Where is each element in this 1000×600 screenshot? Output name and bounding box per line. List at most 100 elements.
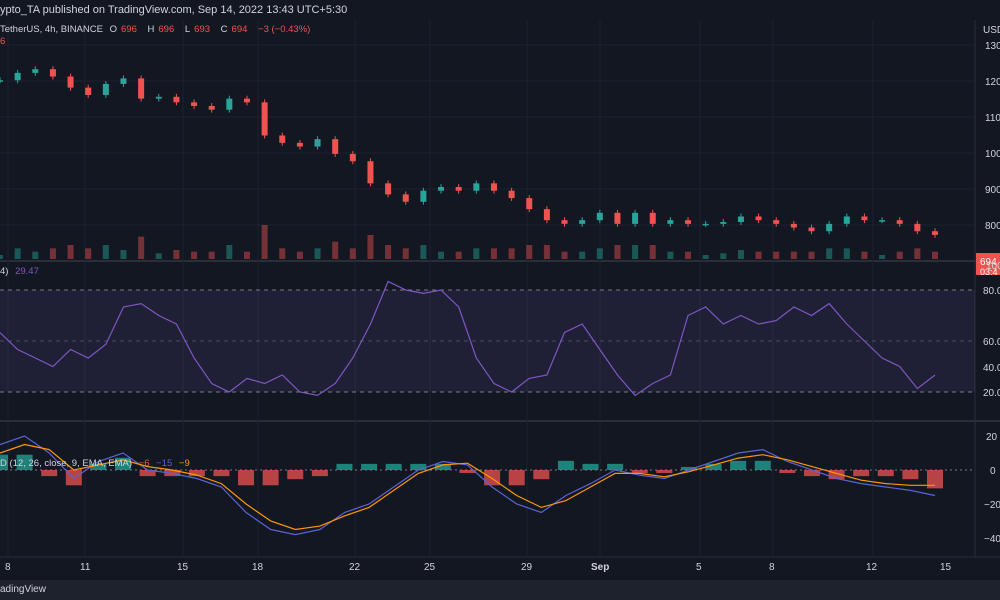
time-tick: 11 xyxy=(80,562,91,573)
macd-hist-bar xyxy=(508,470,525,486)
candle-body xyxy=(667,220,674,224)
volume-bar xyxy=(314,248,321,259)
macd-hist-bar xyxy=(779,470,796,474)
candle-body xyxy=(596,212,603,221)
price-tick: 130 xyxy=(985,41,1000,52)
volume-bar xyxy=(561,251,568,259)
price-tick: 100 xyxy=(985,149,1000,160)
candle-body xyxy=(455,187,462,191)
candle-body xyxy=(896,220,903,224)
candle-body xyxy=(332,139,339,154)
candle-body xyxy=(85,87,92,95)
macd-hist-bar xyxy=(853,470,870,477)
chart-canvas[interactable]: USD 130 120 110 100 900 800 694 03:4 100… xyxy=(0,0,1000,580)
time-tick: 29 xyxy=(521,562,533,573)
rsi-tick: 100 xyxy=(986,261,1000,272)
macd-hist-bar xyxy=(631,470,648,474)
macd-hist-bar xyxy=(557,460,574,470)
volume-bar xyxy=(879,255,886,259)
candle-body xyxy=(790,223,797,228)
candle-body xyxy=(173,96,180,103)
candle-body xyxy=(490,183,497,191)
candle-body xyxy=(349,153,356,162)
candle-body xyxy=(649,212,656,224)
macd-hist-bar xyxy=(533,470,550,480)
rsi-line[interactable] xyxy=(0,280,936,397)
candle-body xyxy=(737,216,744,223)
gridlines xyxy=(0,20,975,557)
candlesticks[interactable] xyxy=(0,66,938,238)
volume-bar xyxy=(102,245,109,259)
volume-bar xyxy=(596,248,603,259)
volume-bar xyxy=(914,248,921,259)
candle-body xyxy=(385,183,392,195)
volume-bar xyxy=(367,235,374,259)
macd-hist-bar xyxy=(434,463,451,470)
macd-hist-bar xyxy=(927,470,943,489)
published-header: ypto_TA published on TradingView.com, Se… xyxy=(0,0,1000,20)
signal-line[interactable] xyxy=(0,443,935,531)
volume-bar xyxy=(261,225,268,259)
macd-hist-bar xyxy=(287,470,304,480)
time-tick: 15 xyxy=(177,562,189,573)
candle-body xyxy=(0,80,3,82)
macd-hist-bar xyxy=(188,470,205,477)
volume-bar xyxy=(420,245,427,259)
macd-hist-bar xyxy=(902,470,919,480)
macd-hist-bar xyxy=(754,460,771,470)
volume-bar xyxy=(455,251,462,259)
volume-bar xyxy=(349,248,356,259)
volume-bar xyxy=(649,245,656,259)
macd-hist-bar xyxy=(16,454,33,470)
candle-body xyxy=(296,142,303,147)
volume-bar xyxy=(402,248,409,259)
time-tick: 5 xyxy=(696,562,702,573)
volume-bar xyxy=(173,250,180,259)
candle-body xyxy=(208,106,215,110)
macd-hist-bar xyxy=(336,463,353,470)
candle-body xyxy=(402,194,409,202)
volume-bar xyxy=(243,251,250,259)
candle-body xyxy=(32,69,39,73)
candle-body xyxy=(138,78,145,99)
volume-bar xyxy=(808,251,815,259)
volume-bar xyxy=(138,236,145,259)
macd-hist-bar xyxy=(656,470,673,474)
macd-pane[interactable] xyxy=(0,422,975,557)
volume-bar xyxy=(667,251,674,259)
h-label: H xyxy=(147,24,155,35)
volume-bar xyxy=(508,248,515,259)
candle-body xyxy=(702,223,709,226)
h-value: 696 xyxy=(158,24,175,35)
change-value: −3 (−0.43%) xyxy=(258,24,311,35)
time-tick: 22 xyxy=(349,562,361,573)
candle-body xyxy=(773,220,780,224)
l-value: 693 xyxy=(194,24,211,35)
macd-hist-bar xyxy=(680,466,697,470)
candle-body xyxy=(543,209,550,221)
price-axis[interactable]: USD 130 120 110 100 900 800 xyxy=(983,25,1000,232)
macd-hist-bar xyxy=(139,470,156,477)
candle-body xyxy=(685,220,692,224)
c-label: C xyxy=(220,24,228,35)
macd-tick: −20 xyxy=(984,500,1000,511)
macd-params: D (12, 26, close, 9, EMA, EMA) xyxy=(0,458,132,469)
volume-bar xyxy=(490,248,497,259)
candle-body xyxy=(579,220,586,224)
time-tick: 8 xyxy=(769,562,775,573)
price-pane[interactable] xyxy=(0,20,975,260)
time-axis[interactable]: 8 11 15 18 22 25 29 Sep 5 8 12 15 xyxy=(5,562,952,573)
macd-axis[interactable]: 20 0 −20 −40 xyxy=(984,432,1000,545)
tradingview-logo[interactable]: adingView xyxy=(0,584,46,595)
volume-bar xyxy=(737,250,744,259)
macd-hist-bar xyxy=(410,463,427,470)
symbol-text: TetherUS, 4h, BINANCE xyxy=(0,24,103,35)
macd-hist-bar xyxy=(828,470,845,480)
macd-histogram xyxy=(0,454,943,489)
volume-bars xyxy=(0,225,938,259)
rsi-axis[interactable]: 100 80.0 60.0 40.0 20.0 xyxy=(983,261,1000,399)
published-text: ypto_TA published on TradingView.com, Se… xyxy=(0,4,348,16)
volume-bar xyxy=(49,248,56,259)
candle-body xyxy=(932,231,938,235)
macd-hist-bar xyxy=(582,463,599,470)
